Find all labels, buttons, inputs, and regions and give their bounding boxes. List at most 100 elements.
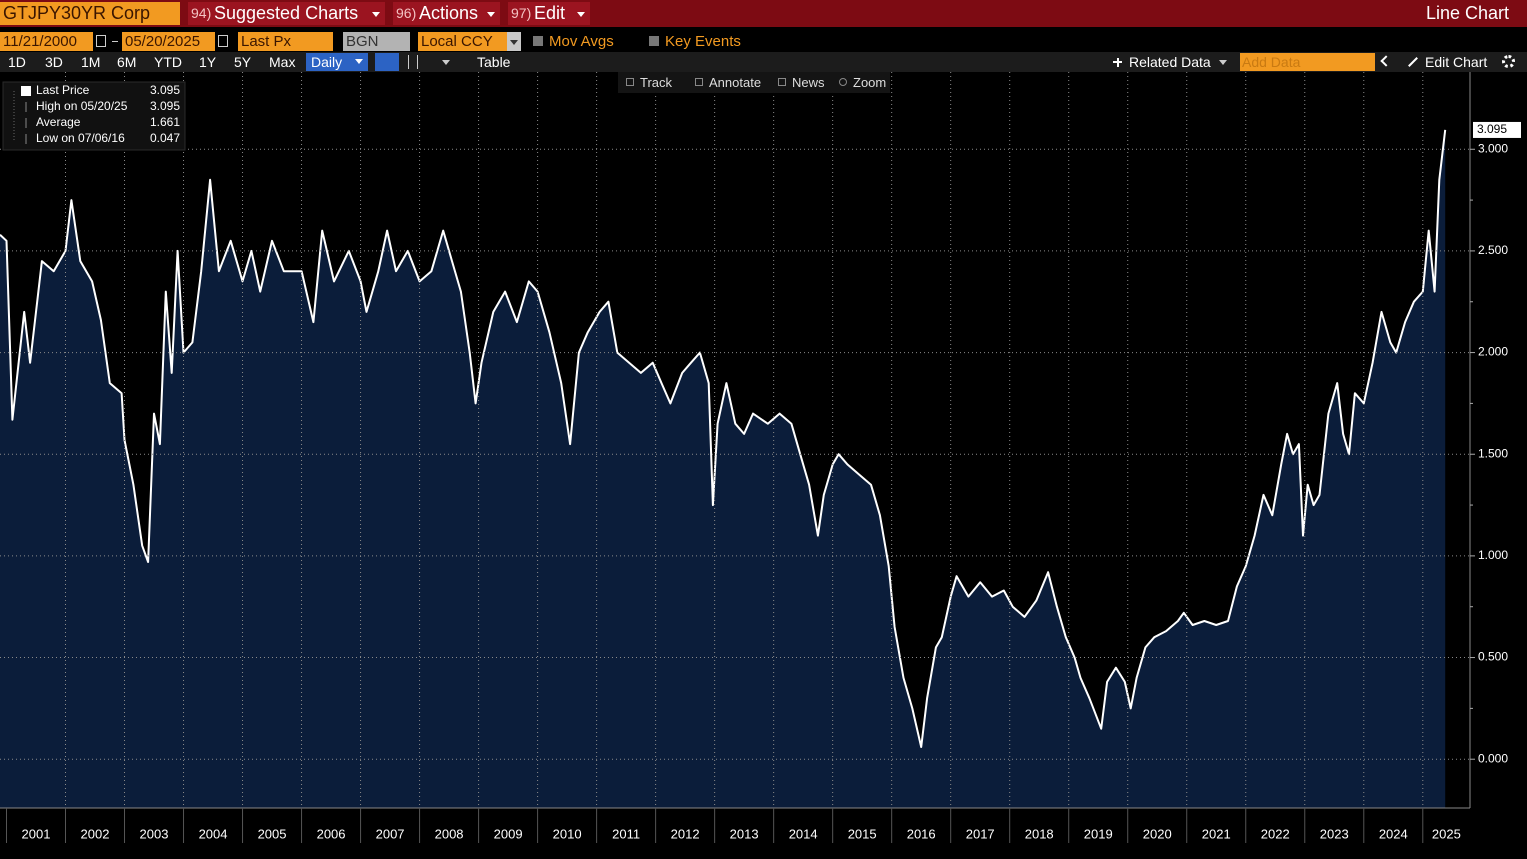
calendar-icon[interactable] xyxy=(96,35,106,47)
x-tick-label: 2015 xyxy=(848,826,877,841)
period-button[interactable]: 1D xyxy=(8,54,26,70)
option-label[interactable]: Mov Avgs xyxy=(549,33,614,50)
last-value-tag xyxy=(1473,121,1521,138)
legend-label: Low on 07/06/16 xyxy=(36,131,125,145)
x-axis-band xyxy=(0,808,1527,859)
y-tick-label: 2.000 xyxy=(1478,345,1508,359)
period-button[interactable]: Max xyxy=(269,54,296,70)
security-field[interactable]: GTJPY30YR Corp xyxy=(0,2,180,25)
y-tick-label: 1.500 xyxy=(1478,446,1508,460)
menu-number: 97) xyxy=(511,5,532,21)
y-tick-label: 1.000 xyxy=(1478,548,1508,562)
y-tick-label: 3.000 xyxy=(1478,141,1508,155)
period-button[interactable]: 3D xyxy=(45,54,63,70)
area-fill xyxy=(0,129,1446,808)
price-line xyxy=(0,129,1447,748)
x-tick-label: 2002 xyxy=(81,826,110,841)
dropdown-arrow[interactable] xyxy=(487,12,495,17)
legend-value: 0.047 xyxy=(150,131,180,145)
x-tick-label: 2022 xyxy=(1261,826,1290,841)
x-tick-label: 2020 xyxy=(1143,826,1172,841)
dropdown-arrow[interactable] xyxy=(510,40,518,45)
field-select[interactable]: Last Px xyxy=(238,32,333,51)
dropdown-arrow[interactable] xyxy=(577,12,585,17)
frequency-select[interactable]: Daily xyxy=(306,53,368,71)
dropdown-arrow[interactable] xyxy=(372,12,380,17)
period-button[interactable]: 6M xyxy=(117,54,137,70)
dropdown-arrow[interactable] xyxy=(442,60,450,65)
menu-number: 96) xyxy=(396,5,417,21)
legend-value: 3.095 xyxy=(150,83,180,97)
tools-bar xyxy=(618,72,890,93)
x-tick-label: 2007 xyxy=(376,826,405,841)
dropdown-arrow[interactable] xyxy=(355,59,363,64)
x-tick-label: 2016 xyxy=(907,826,936,841)
tool-icon[interactable] xyxy=(695,78,703,86)
tool-button[interactable]: Track xyxy=(640,75,673,90)
option-label[interactable]: Key Events xyxy=(665,33,741,50)
checkbox[interactable] xyxy=(649,36,659,46)
checkbox[interactable] xyxy=(533,36,543,46)
y-tick-label: 0.500 xyxy=(1478,650,1508,664)
plus-icon xyxy=(1116,57,1119,67)
menu-label[interactable]: Suggested Charts xyxy=(214,3,359,23)
period-button[interactable]: YTD xyxy=(154,54,182,70)
legend-label: High on 05/20/25 xyxy=(36,99,128,113)
legend-label: Last Price xyxy=(36,83,90,97)
legend-value: 3.095 xyxy=(150,99,180,113)
x-tick-label: 2003 xyxy=(140,826,169,841)
bar-icon-button[interactable] xyxy=(408,55,418,69)
tool-icon[interactable] xyxy=(839,78,847,86)
x-tick-label: 2021 xyxy=(1202,826,1231,841)
x-tick-label: 2006 xyxy=(317,826,346,841)
menu-label[interactable]: Edit xyxy=(534,3,566,23)
x-tick-label: 2012 xyxy=(671,826,700,841)
calendar-icon[interactable] xyxy=(218,35,228,47)
menu-button[interactable] xyxy=(508,2,590,25)
related-data-button[interactable]: Related Data xyxy=(1129,54,1211,70)
x-tick-label: 2018 xyxy=(1025,826,1054,841)
menu-button[interactable] xyxy=(188,2,385,25)
menu-label[interactable]: Actions xyxy=(419,3,479,23)
legend-value: 1.661 xyxy=(150,115,180,129)
last-value-label: 3.095 xyxy=(1477,122,1507,136)
line-icon-button[interactable] xyxy=(375,53,399,71)
view-label: Line Chart xyxy=(1425,3,1509,23)
period-button[interactable]: 1M xyxy=(81,54,101,70)
x-tick-label: 2014 xyxy=(789,826,818,841)
x-tick-label: 2005 xyxy=(258,826,287,841)
menu-number: 94) xyxy=(191,5,212,21)
start-date[interactable]: 11/21/2000 xyxy=(0,32,93,51)
x-tick-label: 2009 xyxy=(494,826,523,841)
settings-gear[interactable] xyxy=(1502,55,1515,68)
legend-swatch xyxy=(21,86,31,96)
dropdown-arrow[interactable] xyxy=(1219,60,1227,65)
add-data-input[interactable]: Add Data xyxy=(1240,53,1375,71)
period-button[interactable]: 1Y xyxy=(199,54,217,70)
tool-icon[interactable] xyxy=(778,78,786,86)
legend-box xyxy=(2,81,186,151)
tool-button[interactable]: News xyxy=(792,75,825,90)
x-tick-label: 2024 xyxy=(1379,826,1408,841)
period-button[interactable]: 5Y xyxy=(234,54,252,70)
y-tick-label: 2.500 xyxy=(1478,243,1508,257)
x-tick-label: 2001 xyxy=(22,826,51,841)
tool-button[interactable]: Annotate xyxy=(709,75,762,90)
x-tick-label: 2008 xyxy=(435,826,464,841)
x-tick-label: 2025 xyxy=(1432,826,1461,841)
x-tick-label: 2019 xyxy=(1084,826,1113,841)
menu-button[interactable] xyxy=(393,2,500,25)
x-tick-label: 2023 xyxy=(1320,826,1349,841)
edit-chart-button[interactable]: Edit Chart xyxy=(1425,54,1488,70)
end-date[interactable]: 05/20/2025 xyxy=(122,32,215,51)
tool-button[interactable]: Zoom xyxy=(853,75,887,90)
source-field[interactable]: BGN xyxy=(343,32,410,51)
x-tick-label: 2017 xyxy=(966,826,995,841)
x-tick-label: 2010 xyxy=(553,826,582,841)
x-tick-label: 2004 xyxy=(199,826,228,841)
tool-icon[interactable] xyxy=(626,78,634,86)
table-button[interactable]: Table xyxy=(477,54,511,70)
currency-select[interactable]: Local CCY xyxy=(418,32,521,51)
